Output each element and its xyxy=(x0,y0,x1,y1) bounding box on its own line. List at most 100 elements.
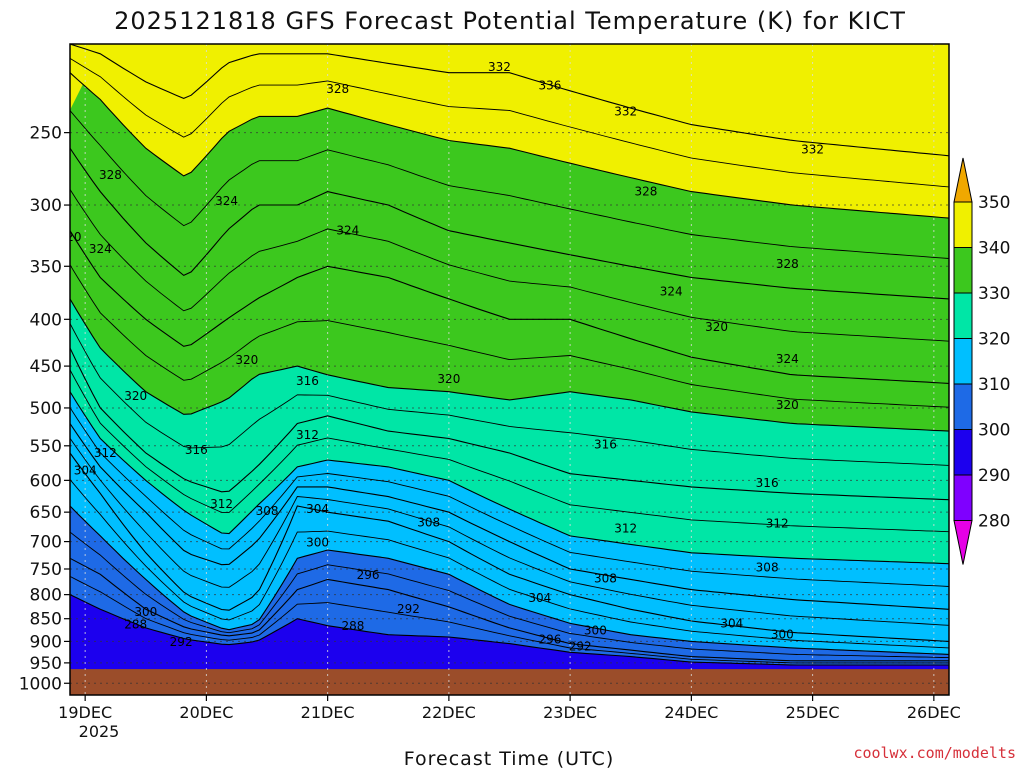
colorbar-band-4 xyxy=(953,383,973,430)
contour-label-312: 312 xyxy=(94,446,117,460)
contour-label-312: 312 xyxy=(614,521,637,535)
x-tick-label-20dec: 20DEC xyxy=(179,703,233,722)
colorbar-band-5 xyxy=(953,429,973,476)
contour-label-308: 308 xyxy=(256,504,279,518)
contour-label-308: 308 xyxy=(417,515,440,529)
isentrope-298 xyxy=(70,531,949,659)
isentrope-302 xyxy=(70,479,949,649)
surface-ground xyxy=(70,669,949,695)
contour-label-288: 288 xyxy=(124,618,147,632)
colorbar-label-330: 330 xyxy=(978,284,1010,304)
contour-label-332: 332 xyxy=(801,143,824,157)
x-tick-label-26dec: 26DEC xyxy=(907,703,961,722)
contour-label-304: 304 xyxy=(528,591,551,605)
y-tick-label-850: 850 xyxy=(30,610,62,630)
contour-label-296: 296 xyxy=(538,633,561,647)
band-warm-patch-left xyxy=(70,44,95,110)
x-axis-ticks: 19DEC 20DEC 21DEC 22DEC 23DEC 24DEC 25DEC 26DEC xyxy=(58,695,961,722)
contour-label-296: 296 xyxy=(357,568,380,582)
colorbar-arrow-top xyxy=(953,157,973,203)
contour-label-324: 324 xyxy=(660,285,683,299)
contour-label-320: 320 xyxy=(705,320,728,334)
contour-label-328: 328 xyxy=(326,82,349,96)
surface-layer xyxy=(70,669,949,695)
isentrope-334 xyxy=(70,58,949,188)
isentrope-318 xyxy=(70,323,949,466)
contour-label-308: 308 xyxy=(594,571,617,585)
isentrope-324 xyxy=(70,230,949,384)
contour-label-336: 336 xyxy=(538,78,561,92)
colorbar-label-320: 320 xyxy=(978,330,1010,350)
contour-label-308: 308 xyxy=(756,560,779,574)
x-tick-label-21dec: 21DEC xyxy=(301,703,355,722)
x-tick-label-25dec: 25DEC xyxy=(786,703,840,722)
contour-label-292: 292 xyxy=(397,602,420,616)
colorbar-label-340: 340 xyxy=(978,239,1010,259)
y-tick-label-350: 350 xyxy=(30,257,62,277)
contour-label-328: 328 xyxy=(776,257,799,271)
isentrope-322 xyxy=(70,264,949,408)
isentrope-314 xyxy=(70,369,949,533)
contour-label-304: 304 xyxy=(306,502,329,516)
contour-labels: 332 336 328 332 332 328 328 324 324 320 324 328 324 3… xyxy=(70,60,824,654)
x-tick-label-22dec: 22DEC xyxy=(422,703,476,722)
isentrope-292 xyxy=(70,594,949,666)
contour-label-320: 320 xyxy=(235,353,258,367)
contour-label-292: 292 xyxy=(170,635,193,649)
colorbar-label-350: 350 xyxy=(978,193,1010,213)
isentrope-320 xyxy=(70,298,949,432)
contour-label-292: 292 xyxy=(569,640,592,654)
colorbar-band-6 xyxy=(953,474,973,521)
band-theta-336 xyxy=(70,44,949,156)
y-tick-label-300: 300 xyxy=(30,196,62,216)
contour-label-300: 300 xyxy=(134,605,157,619)
contour-label-332: 332 xyxy=(488,60,511,74)
plot-area: 332 336 328 332 332 328 328 324 324 320 324 328 324 3… xyxy=(70,44,949,695)
contour-label-300: 300 xyxy=(584,624,607,638)
isentrope-310 xyxy=(70,407,949,587)
x-tick-label-23dec: 23DEC xyxy=(543,703,597,722)
contour-label-316: 316 xyxy=(594,437,617,451)
contour-label-312: 312 xyxy=(766,517,789,531)
isentrope-lines xyxy=(70,44,949,666)
isentrope-330 xyxy=(70,110,949,259)
contour-label-328: 328 xyxy=(99,168,122,182)
contour-label-320: 320 xyxy=(437,372,460,386)
band-warm-patch-mid xyxy=(585,44,620,62)
isentrope-312 xyxy=(70,391,949,565)
contour-label-332: 332 xyxy=(614,104,637,118)
y-tick-label-400: 400 xyxy=(30,310,62,330)
colorbar-arrow-bottom xyxy=(953,520,973,565)
isentrope-332 xyxy=(70,72,949,219)
y-tick-label-450: 450 xyxy=(30,357,62,377)
contour-label-324: 324 xyxy=(336,224,359,238)
colorbar: 350 340 330 320 310 300 290 280 xyxy=(953,157,1010,565)
contour-label-324: 324 xyxy=(776,352,799,366)
colorbar-band-2 xyxy=(953,292,973,339)
isentrope-336 xyxy=(70,44,949,157)
colorbar-label-290: 290 xyxy=(978,466,1010,486)
contour-label-316: 316 xyxy=(756,476,779,490)
y-tick-label-250: 250 xyxy=(30,124,62,144)
contour-label-324: 324 xyxy=(215,194,238,208)
contour-label-288: 288 xyxy=(341,619,364,633)
y-tick-label-700: 700 xyxy=(30,533,62,553)
x-tick-label-19dec: 19DEC xyxy=(58,703,112,722)
isentrope-300 xyxy=(70,505,949,655)
contour-label-328: 328 xyxy=(634,185,657,199)
colorbar-band-3 xyxy=(953,338,973,385)
contour-label-320: 320 xyxy=(776,398,799,412)
contour-label-320: 320 xyxy=(124,389,147,403)
y-tick-label-500: 500 xyxy=(30,399,62,419)
isentrope-296 xyxy=(70,557,949,662)
isentrope-328 xyxy=(70,147,949,300)
isentrope-316 xyxy=(70,347,949,501)
contour-label-300: 300 xyxy=(771,628,794,642)
contour-label-312: 312 xyxy=(210,497,233,511)
contour-label-316: 316 xyxy=(185,443,208,457)
contour-label-304: 304 xyxy=(720,616,743,630)
credit-text: coolwx.com/modelts xyxy=(853,744,1016,762)
contour-label-324: 324 xyxy=(89,242,112,256)
y-tick-label-900: 900 xyxy=(30,632,62,652)
color-bands xyxy=(70,44,949,695)
